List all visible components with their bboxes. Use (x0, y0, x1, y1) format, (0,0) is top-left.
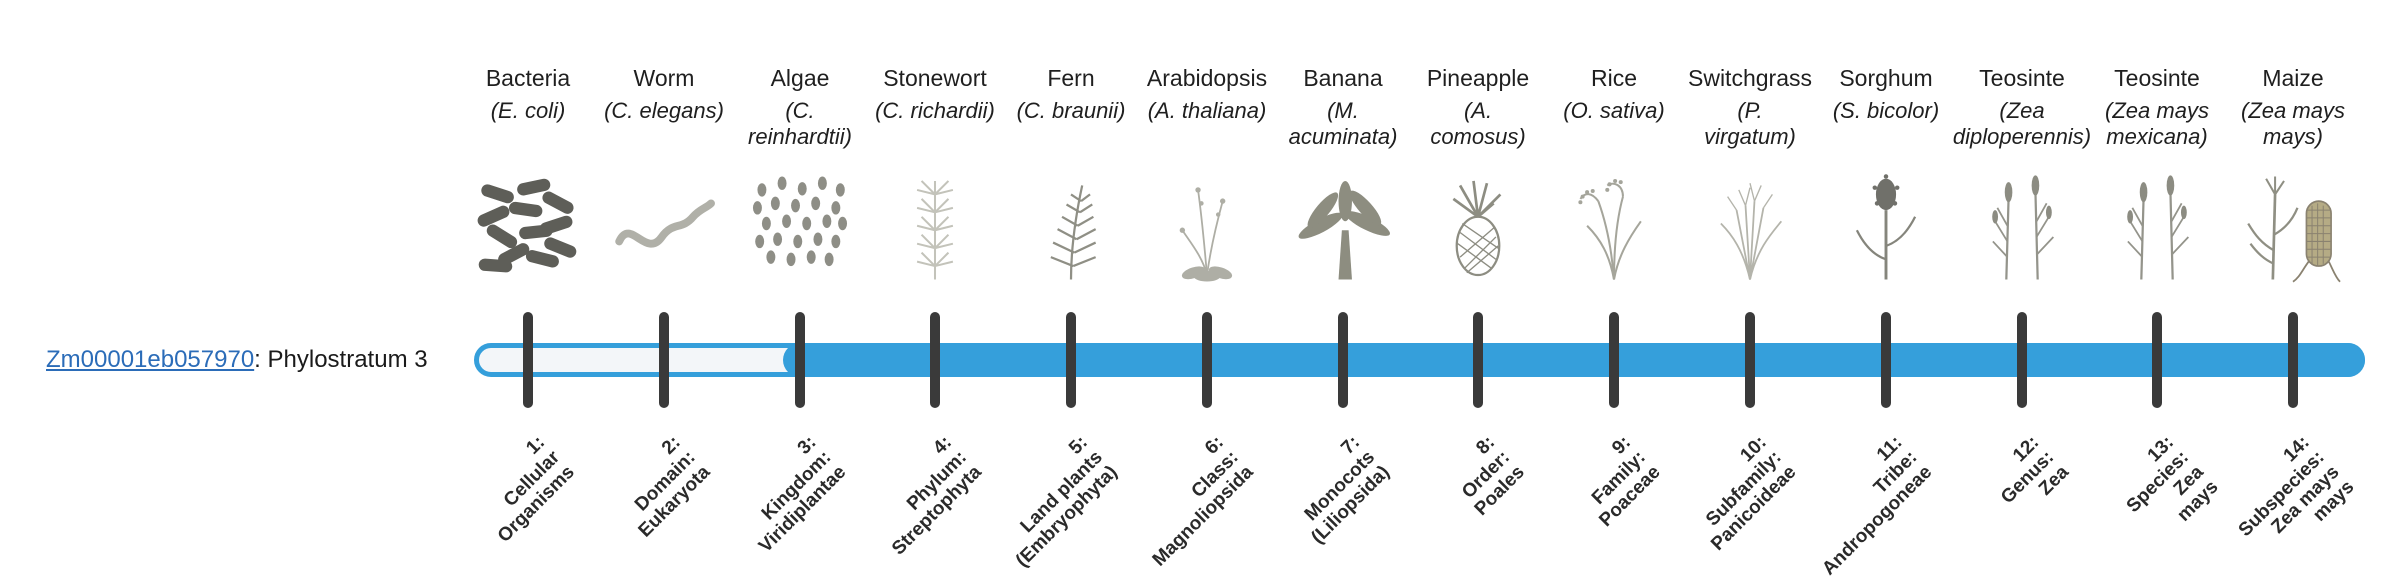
timeline-tick-7 (1338, 312, 1348, 408)
stratum-label-text: 14: Subspecies: Zea mays mays (2234, 432, 2359, 541)
timeline-tick-5 (1066, 312, 1076, 408)
taxon-column-stonewort: Stonewort (C. richardii) (847, 0, 1023, 288)
taxon-scientific-name: (C. richardii) (875, 98, 995, 123)
timeline-tick-9 (1609, 312, 1619, 408)
taxon-column-maize: Maize (Zea mays mays) (2205, 0, 2381, 288)
taxon-scientific-name: (O. sativa) (1563, 98, 1665, 123)
taxon-column-algae: Algae (C. reinhardtii) (712, 0, 888, 288)
timeline-tick-6 (1202, 312, 1212, 408)
stratum-label-text: 7: Monocots (Liliopsida) (1300, 432, 1394, 549)
timeline-tick-14 (2288, 312, 2298, 408)
taxon-column-arabidopsis: Arabidopsis (A. thaliana) (1119, 0, 1295, 288)
taxon-column-rice: Rice (O. sativa) (1526, 0, 1702, 288)
taxon-scientific-name: (Zea diploperennis) (1952, 98, 2092, 149)
stratum-label-text: 8: Order: Poales (1457, 432, 1529, 520)
stratum-label-text: 6: Class: Magnoliopsida (1148, 432, 1258, 571)
taxon-scientific-name: (A. comosus) (1430, 98, 1526, 149)
taxon-column-teosinte-mexicana: Teosinte (Zea mays mexicana) (2069, 0, 2245, 288)
taxon-scientific-name: (A. thaliana) (1147, 98, 1267, 123)
timeline-tick-13 (2152, 312, 2162, 408)
taxon-scientific-name: (S. bicolor) (1832, 98, 1940, 123)
timeline-tick-2 (659, 312, 669, 408)
taxon-scientific-name: (Zea mays mexicana) (2105, 98, 2209, 149)
taxon-name: Teosinte (1979, 65, 2065, 91)
timeline-tick-4 (930, 312, 940, 408)
taxon-name: Pineapple (1426, 65, 1530, 91)
stratum-label-text: 1: Cellular Organisms (493, 432, 579, 547)
timeline-fill (783, 343, 2365, 377)
taxon-column-bacteria: Bacteria (E. coli) (440, 0, 616, 288)
taxon-column-switchgrass: Switchgrass (P. virgatum) (1662, 0, 1838, 288)
stratum-label-text: 13: Species: Zea mays (2122, 432, 2223, 526)
timeline-tick-10 (1745, 312, 1755, 408)
taxon-scientific-name: (C. reinhardtii) (748, 98, 852, 149)
taxon-name: Arabidopsis (1146, 65, 1268, 91)
taxon-scientific-name: (Zea mays mays) (2241, 98, 2345, 149)
gene-phylostratum-text: : Phylostratum 3 (254, 346, 428, 373)
taxon-scientific-name: (P. virgatum) (1704, 98, 1796, 149)
taxon-column-worm: Worm (C. elegans) (576, 0, 752, 288)
taxon-column-fern: Fern (C. braunii) (983, 0, 1159, 288)
taxon-scientific-name: (C. braunii) (1016, 98, 1126, 123)
taxon-name: Teosinte (2114, 65, 2200, 91)
taxon-name: Fern (1047, 65, 1095, 91)
taxon-name: Switchgrass (1688, 65, 1812, 91)
taxon-column-banana: Banana (M. acuminata) (1255, 0, 1431, 288)
taxon-column-sorghum: Sorghum (S. bicolor) (1798, 0, 1974, 288)
taxon-name: Bacteria (485, 65, 571, 91)
taxon-name: Maize (2262, 65, 2324, 91)
taxon-scientific-name: (M. acuminata) (1288, 98, 1398, 149)
taxon-name: Sorghum (1839, 65, 1933, 91)
maize-illustration (2205, 160, 2381, 288)
timeline-tick-11 (1881, 312, 1891, 408)
taxon-scientific-name: (C. elegans) (604, 98, 724, 123)
stratum-label-text: 9: Family: Poaceae (1587, 432, 1665, 532)
stratum-label-text: 5: Land plants (Embryophyta) (1011, 432, 1122, 572)
stratum-label-text: 2: Domain: Eukaryota (631, 432, 715, 542)
taxon-name: Algae (770, 65, 830, 91)
taxon-name: Worm (633, 65, 695, 91)
stratum-label-text: 4: Phylum: Streptophyta (887, 432, 986, 560)
stratum-label-text: 10: Subfamily: Panicoideae (1702, 432, 1801, 555)
taxon-column-pineapple: Pineapple (A. comosus) (1390, 0, 1566, 288)
taxon-name: Rice (1590, 65, 1637, 91)
taxon-name: Stonewort (883, 65, 987, 91)
timeline-tick-3 (795, 312, 805, 408)
stratum-label-text: 3: Kingdom: Viridiplantae (755, 432, 851, 557)
timeline-tick-8 (1473, 312, 1483, 408)
taxon-scientific-name: (E. coli) (490, 98, 566, 123)
stratum-label-text: 11: Tribe: Andropogoneae (1818, 432, 1937, 580)
gene-link[interactable]: Zm00001eb057970 (46, 346, 255, 373)
timeline-tick-1 (523, 312, 533, 408)
gene-label: Zm00001eb057970: Phylostratum 3 (46, 346, 428, 374)
stratum-label-text: 12: Genus: Zea (1996, 432, 2073, 508)
taxon-column-teosinte-diploperennis: Teosinte (Zea diploperennis) (1934, 0, 2110, 288)
timeline-tick-12 (2017, 312, 2027, 408)
taxon-name: Banana (1303, 65, 1383, 91)
